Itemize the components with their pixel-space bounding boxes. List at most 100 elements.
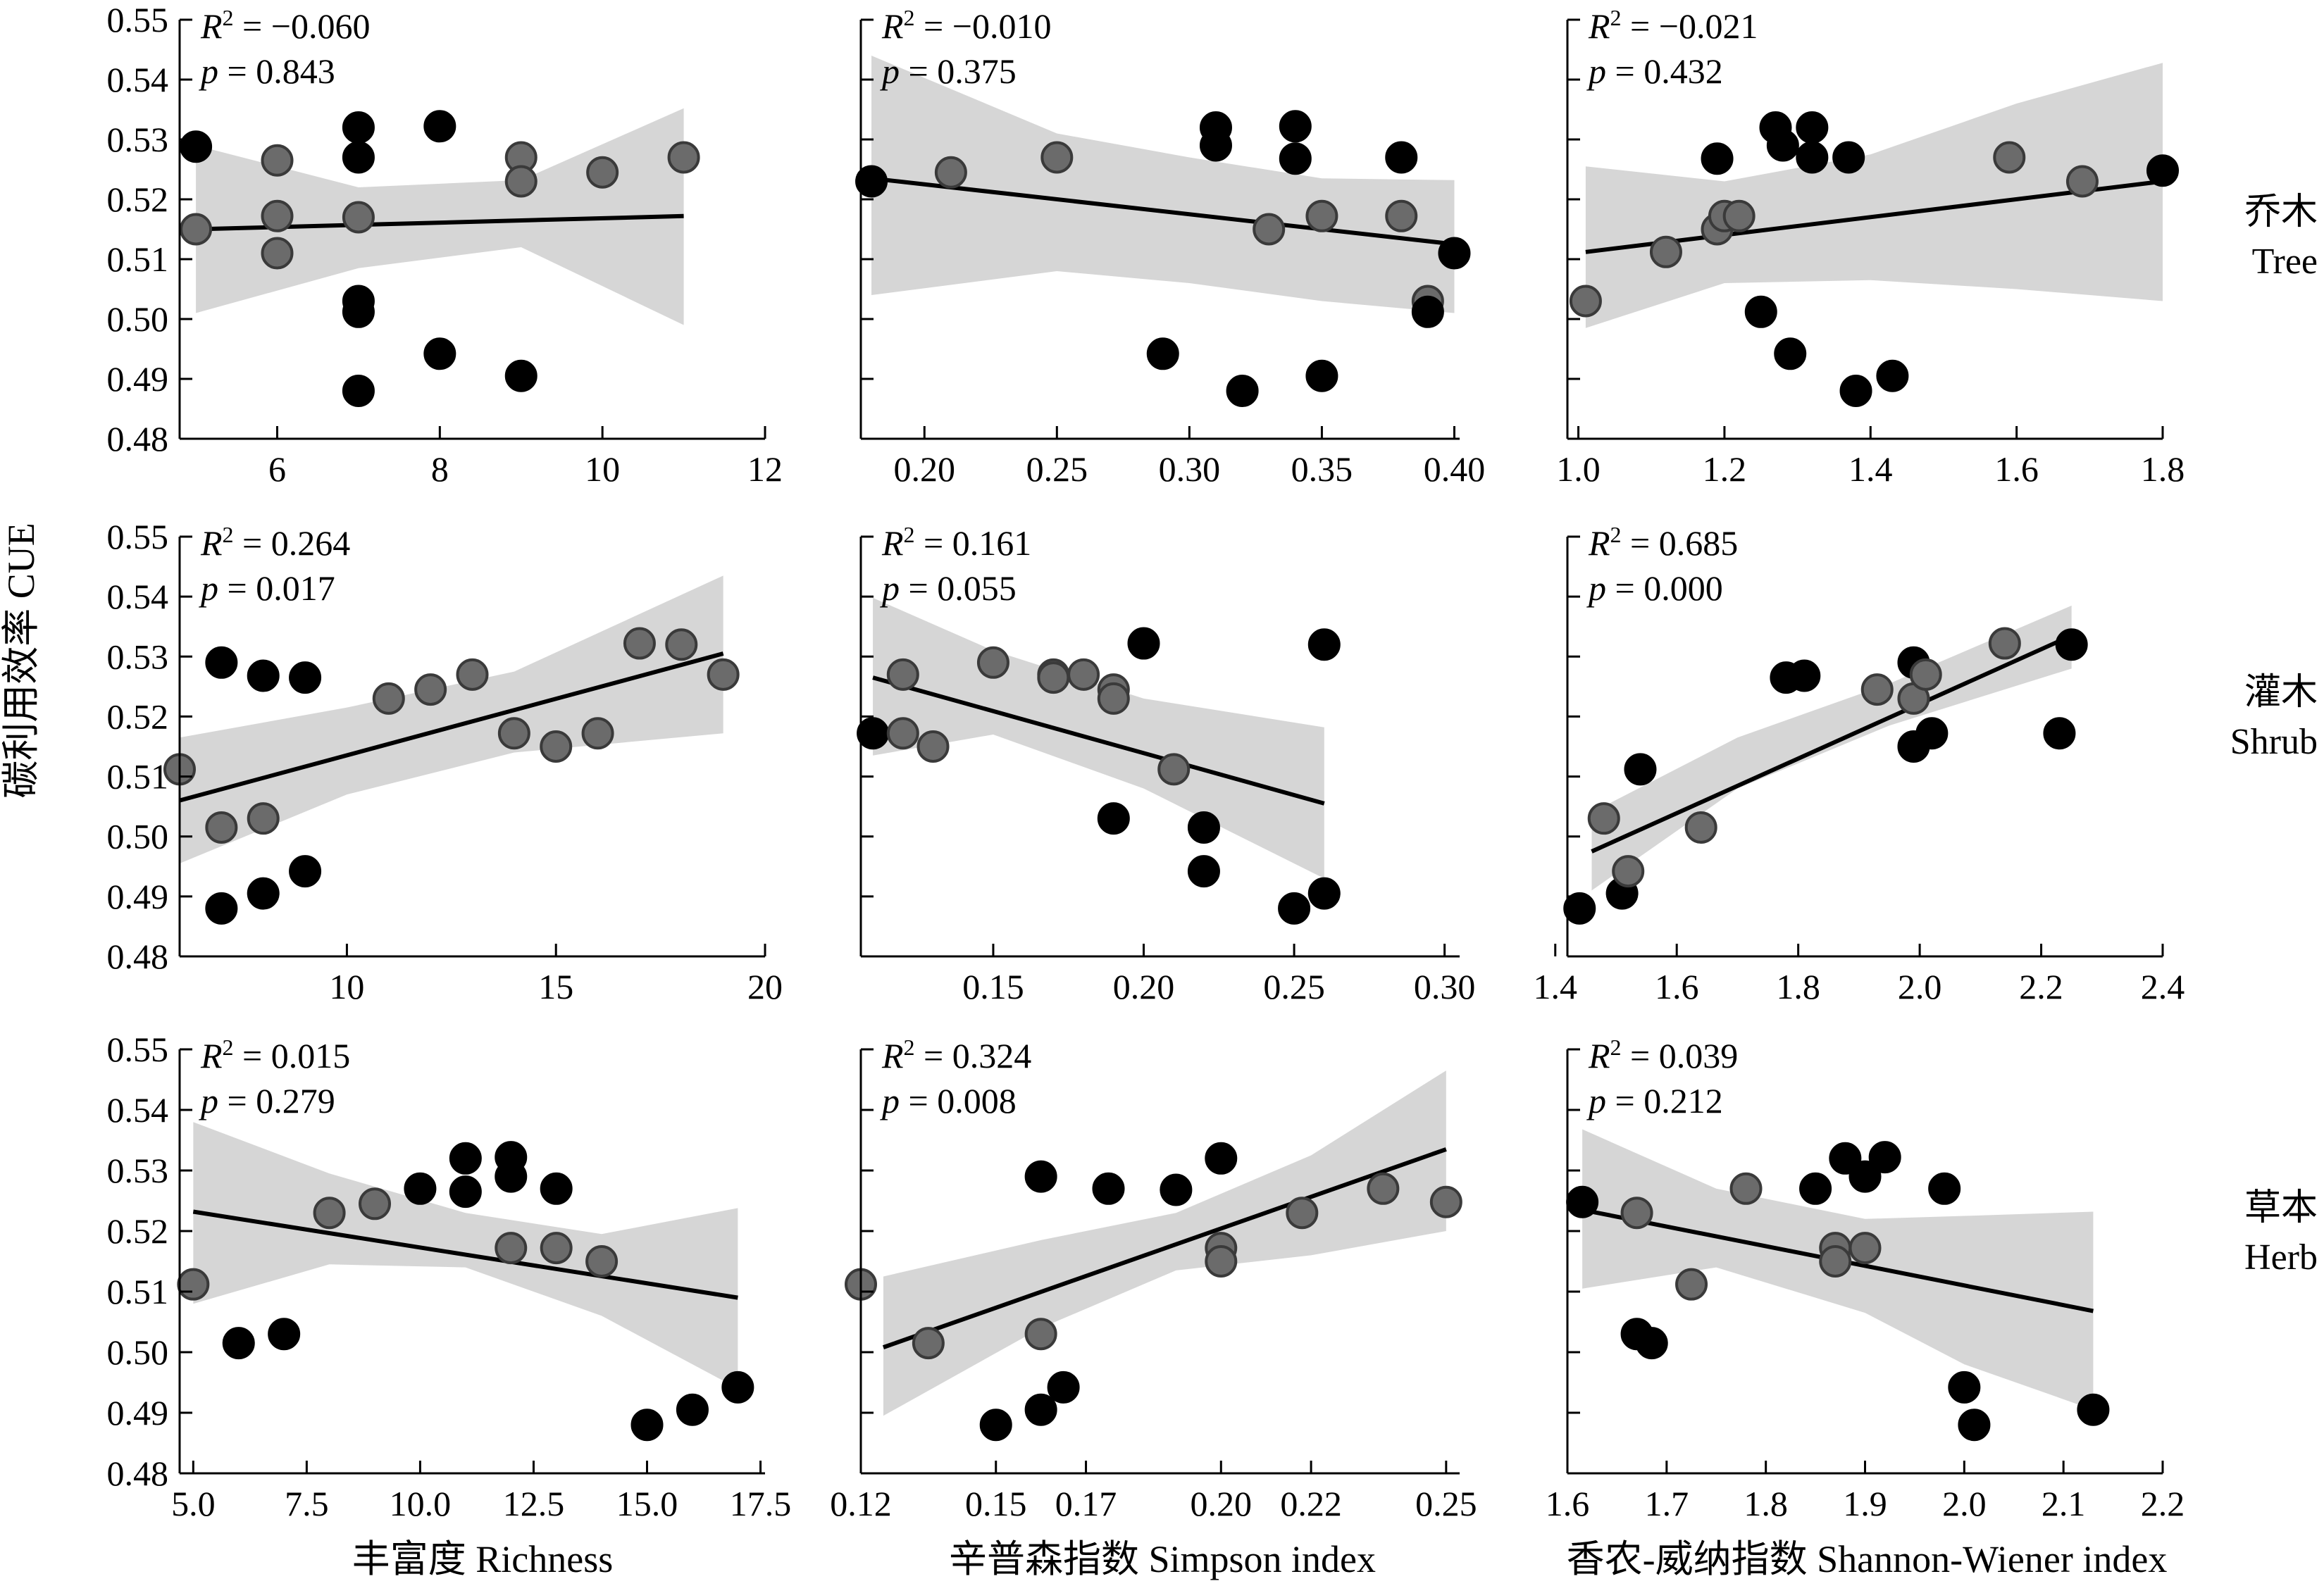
y-tick-label: 0.54	[107, 577, 169, 616]
x-tick-label: 1.6	[1994, 449, 2039, 489]
panel-herb-simpson: 0.12 0.15 0.17 0.20 0.22 0.25 R2 = 0.324 p = 0.…	[830, 1035, 1477, 1523]
x-tick-label: 10	[585, 449, 620, 489]
data-point-dark	[222, 1327, 255, 1360]
data-point-dark	[540, 1172, 573, 1205]
data-point-grey	[1988, 627, 2021, 660]
data-point-grey	[1569, 285, 1602, 318]
data-point-dark	[979, 1409, 1012, 1442]
x-tick-label: 0.25	[1263, 967, 1325, 1006]
x-tick-label: 15	[538, 967, 573, 1006]
data-point-dark	[423, 110, 456, 143]
data-point-dark	[1205, 1142, 1238, 1175]
data-point-grey	[342, 201, 375, 234]
data-point-dark	[1279, 110, 1312, 143]
data-point-grey	[504, 165, 537, 198]
regression-line	[872, 675, 1325, 806]
data-point-dark	[2043, 717, 2076, 750]
data-point-grey	[1305, 199, 1338, 232]
x-tick-label: 15.0	[616, 1484, 678, 1523]
data-point-grey	[1037, 661, 1070, 694]
data-point-dark	[342, 295, 375, 328]
panel-shrub-richness: 0.48 0.49 0.50 0.51 0.52 0.53 0.54 0.55 10 15 20 R2…	[107, 517, 783, 1006]
data-point-grey	[1286, 1197, 1319, 1230]
data-point-dark	[449, 1142, 482, 1175]
data-point-dark	[247, 659, 280, 692]
r-squared-label: R2 = −0.060	[200, 5, 370, 46]
x-tick-label: 1.4	[1848, 449, 1893, 489]
y-tick-label: 0.50	[107, 299, 169, 339]
confidence-band	[180, 575, 723, 864]
data-point-dark	[1160, 1173, 1193, 1206]
y-tick-label: 0.55	[107, 517, 169, 556]
panel-tree-simpson: 0.20 0.25 0.30 0.35 0.40 R2 = −0.010 p = 0.375	[855, 5, 1485, 489]
data-point-dark	[1788, 659, 1821, 692]
x-tick-label: 1.6	[1655, 967, 1699, 1006]
y-tick-label: 0.52	[107, 1211, 169, 1251]
panel-tree-shannon: 1.0 1.2 1.4 1.6 1.8 R2 = −0.021 p = 0.432	[1556, 5, 2185, 489]
x-tick-label: 1.2	[1703, 449, 1747, 489]
x-tick-label: 0.17	[1055, 1484, 1117, 1523]
data-point-grey	[1860, 673, 1894, 706]
data-point-dark	[268, 1318, 301, 1351]
p-value-label: p = 0.375	[880, 51, 1017, 91]
panel-grid: 0.48 0.49 0.50 0.51 0.52 0.53 0.54 0.55 6 8 10 12 R2…	[107, 0, 2185, 1523]
data-point-dark	[342, 375, 375, 407]
y-tick-label: 0.50	[107, 817, 169, 856]
data-point-grey	[1909, 658, 1942, 691]
x-tick-label: 8	[431, 449, 449, 489]
regression-line	[1591, 633, 2073, 854]
data-point-grey	[180, 213, 213, 246]
data-point-dark	[1024, 1393, 1057, 1426]
data-point-grey	[976, 646, 1009, 679]
data-point-grey	[495, 1232, 528, 1265]
data-point-grey	[1157, 753, 1191, 786]
row-label-herb: 草本 Herb	[2244, 1188, 2318, 1278]
y-tick-label: 0.54	[107, 60, 169, 99]
data-point-dark	[1438, 237, 1471, 270]
confidence-band	[883, 1070, 1446, 1416]
data-point-dark	[1848, 1160, 1882, 1193]
y-tick-label: 0.50	[107, 1332, 169, 1372]
data-point-grey	[586, 156, 619, 189]
data-point-grey	[1385, 199, 1418, 232]
regression-line	[871, 176, 1455, 246]
x-tick-label: 0.20	[1191, 1484, 1253, 1523]
data-point-dark	[1226, 375, 1259, 407]
x-tick-label: 2.4	[2141, 967, 2185, 1006]
data-point-dark	[721, 1370, 754, 1404]
data-point-dark	[205, 646, 238, 679]
data-point-grey	[585, 1245, 619, 1278]
row-label-herb-en: Herb	[2244, 1237, 2318, 1278]
y-tick-label: 0.51	[107, 239, 169, 279]
x-tick-label: 0.30	[1414, 967, 1476, 1006]
data-point-dark	[1278, 892, 1311, 925]
y-tick-label: 0.49	[107, 877, 169, 916]
row-label-tree-zh: 乔木	[2244, 192, 2318, 232]
row-label-shrub: 灌木 Shrub	[2230, 673, 2318, 762]
x-tick-label: 12	[747, 449, 783, 489]
data-point-grey	[1612, 855, 1645, 888]
data-point-dark	[1305, 359, 1338, 392]
x-tick-label: 0.35	[1291, 449, 1353, 489]
x-tick-label: 0.22	[1280, 1484, 1342, 1523]
data-point-dark	[1876, 359, 1909, 392]
y-tick-label: 0.54	[107, 1090, 169, 1130]
data-point-grey	[359, 1187, 391, 1220]
data-point-grey	[497, 717, 530, 750]
data-point-grey	[667, 141, 700, 174]
data-point-grey	[1040, 141, 1074, 174]
row-label-herb-zh: 草本	[2244, 1188, 2318, 1228]
x-tick-label: 1.9	[1843, 1484, 1887, 1523]
data-point-dark	[289, 661, 322, 694]
y-tick-label: 0.49	[107, 359, 169, 399]
data-point-dark	[1279, 142, 1312, 175]
data-point-dark	[1047, 1370, 1080, 1404]
data-point-dark	[1097, 802, 1130, 835]
data-point-grey	[1729, 1172, 1763, 1205]
data-point-grey	[1620, 1197, 1653, 1230]
data-point-grey	[1993, 141, 2026, 174]
x-tick-label: 10	[329, 967, 364, 1006]
x-tick-label: 1.6	[1546, 1484, 1590, 1523]
data-point-dark	[1868, 1141, 1901, 1174]
data-point-dark	[404, 1172, 437, 1205]
